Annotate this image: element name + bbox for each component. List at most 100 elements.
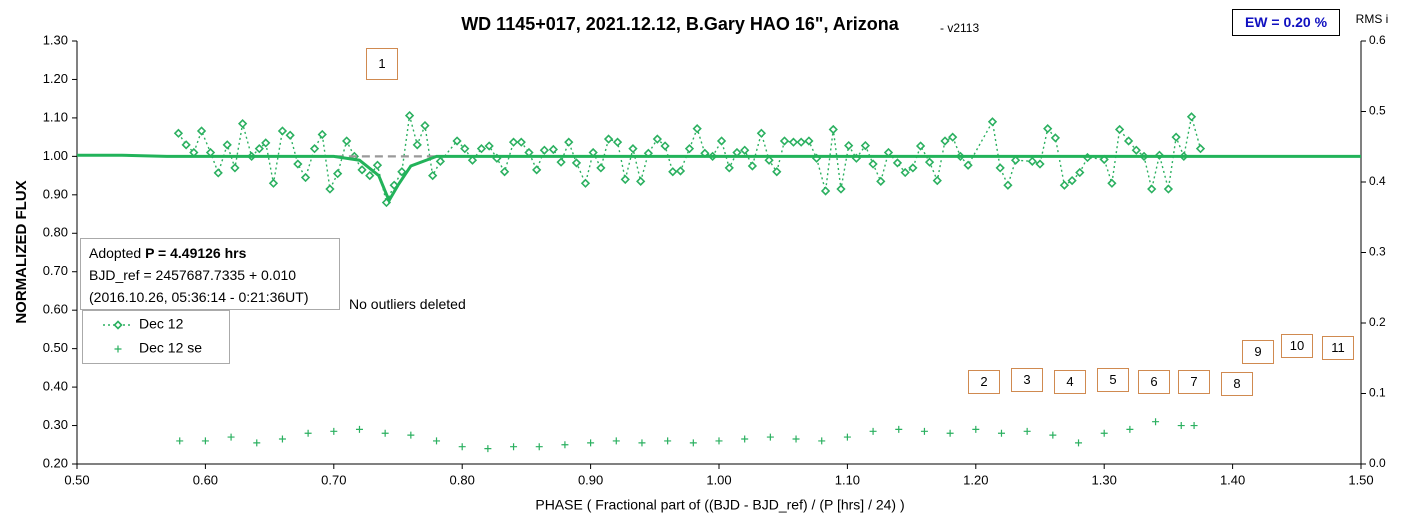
data-point [972,425,980,433]
data-point [1171,132,1181,142]
data-point [1023,427,1031,435]
chart-subtitle: - v2113 [940,21,979,35]
data-point [636,176,646,186]
data-point [556,157,566,167]
data-point [571,158,582,168]
data-point [1010,155,1021,165]
chart-title: WD 1145+017, 2021.12.12, B.Gary HAO 16",… [461,14,900,34]
number-box: 3 [1011,368,1043,392]
data-point [1126,425,1134,433]
number-box: 2 [968,370,1000,394]
data-point [1049,431,1057,439]
data-point [428,170,438,181]
data-point [1107,178,1117,188]
data-point [561,441,569,449]
data-point [1190,422,1198,430]
data-point [836,184,846,194]
y2-tick-label: 0.2 [1369,315,1386,329]
data-point [638,439,646,447]
data-point [715,437,723,445]
data-point [747,161,758,171]
y2-tick-label: 0.3 [1369,245,1386,259]
data-point [792,435,800,443]
info-period: P = 4.49126 hrs [145,245,247,261]
data-point [499,167,510,177]
y-tick-label: 0.60 [43,302,68,317]
data-point [365,170,375,181]
y-tick-label: 0.20 [43,455,68,470]
data-point [820,186,831,196]
data-point [516,137,526,147]
data-point [940,136,950,146]
data-point [261,138,271,148]
data-point [628,144,638,154]
data-point [828,124,838,135]
number-box: 10 [1281,334,1313,358]
data-point [946,429,954,437]
data-point [684,144,695,154]
data-point [196,126,207,136]
data-point [764,155,774,165]
data-point [355,425,363,433]
data-point [1003,180,1013,190]
data-point [675,166,686,176]
ew-label: EW = 0.20 % [1232,9,1340,36]
y2-tick-label: 0.4 [1369,174,1386,188]
number-box: 7 [1178,370,1210,394]
data-point [1114,124,1125,135]
data-point [995,163,1005,173]
data-point [420,120,430,131]
data-point [1186,112,1197,122]
data-point [868,159,878,169]
data-point [532,165,542,175]
x-axis-label: PHASE ( Fractional part of ((BJD - BJD_r… [535,497,904,513]
data-point [843,433,851,441]
legend: Dec 12 Dec 12 se [82,310,230,364]
y-tick-label: 1.30 [43,32,68,47]
data-point [285,130,295,140]
y-tick-label: 0.90 [43,186,68,201]
x-tick-label: 0.60 [193,472,218,487]
data-point [772,167,782,177]
data-point [539,145,550,155]
data-point [796,137,806,147]
data-point [668,167,678,177]
y-tick-label: 0.70 [43,263,68,278]
legend-label: Dec 12 se [139,340,202,356]
data-point [580,178,591,188]
data-point [230,163,240,173]
data-point [1152,418,1160,426]
data-point [1035,159,1045,169]
data-point [620,174,630,185]
data-point [724,163,734,173]
data-point [412,140,422,150]
y-tick-label: 0.50 [43,340,68,355]
data-point [1067,175,1077,186]
data-point [452,136,462,146]
number-box: 5 [1097,368,1129,392]
y2-tick-label: 0.6 [1369,33,1386,47]
legend-label: Dec 12 [139,316,184,332]
info-line: BJD_ref = 2457687.7335 + 0.010 [89,267,297,283]
data-point [692,124,702,134]
data-point [357,165,367,175]
data-point [869,427,877,435]
number-box: 9 [1242,340,1274,364]
data-point [987,117,998,127]
data-point [548,144,558,155]
x-tick-label: 1.20 [963,472,988,487]
data-point [756,128,767,138]
data-point [652,134,662,144]
data-point [254,144,264,154]
data-point [397,167,407,177]
data-point [467,155,478,165]
data-point [407,431,415,439]
data-point [433,437,441,445]
data-point [915,141,926,151]
number-box: 4 [1054,370,1086,394]
data-point [404,110,415,121]
data-point [333,169,343,179]
data-point [458,443,466,451]
data-point [766,433,774,441]
